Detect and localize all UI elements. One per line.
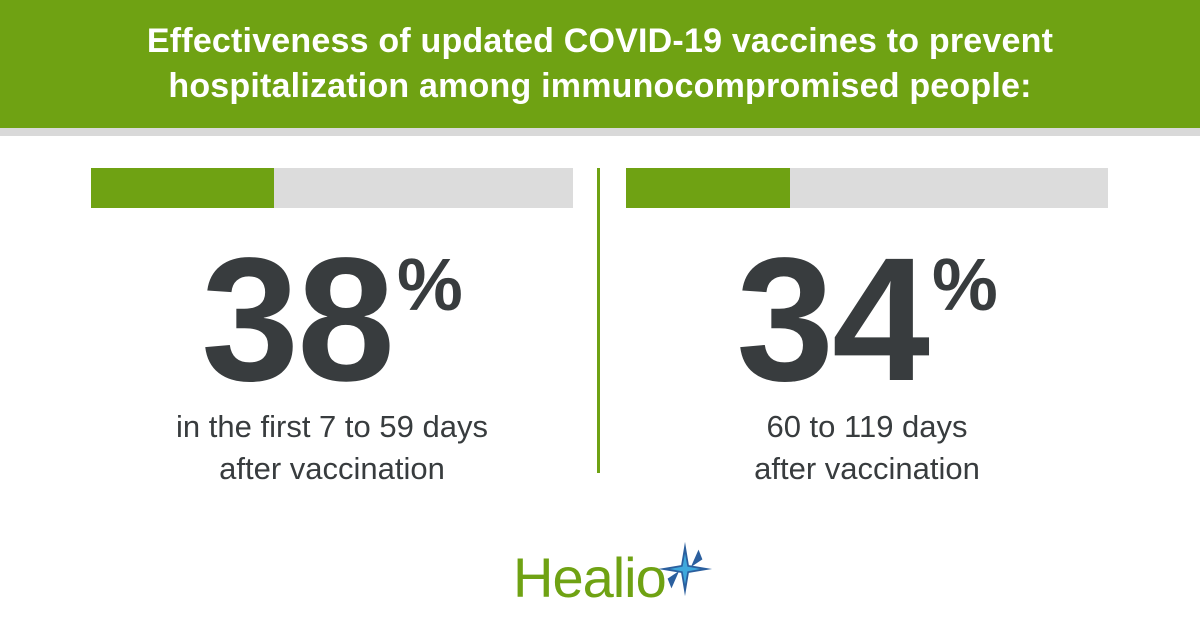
progress-fill [626,168,790,208]
stat-value: 34 [736,222,930,418]
progress-fill [91,168,275,208]
stat-caption: 60 to 119 days after vaccination [626,406,1108,490]
stat-panel-late: 34% 60 to 119 days after vaccination [626,168,1108,498]
stat-figure: 34% [626,222,1108,418]
page-title: Effectiveness of updated COVID-19 vaccin… [100,19,1100,109]
title-line-2: hospitalization among immunocompromised … [168,67,1032,105]
healio-logo: Healio [513,540,713,610]
star-icon [657,541,713,597]
percent-sign: % [931,243,998,326]
caption-line-1: in the first 7 to 59 days [176,409,488,444]
caption-line-2: after vaccination [219,451,445,486]
progress-track [91,168,573,208]
stat-figure: 38% [91,222,573,418]
header-divider [0,128,1200,136]
caption-line-2: after vaccination [754,451,980,486]
stat-caption: in the first 7 to 59 days after vaccinat… [91,406,573,490]
title-line-1: Effectiveness of updated COVID-19 vaccin… [146,22,1054,60]
vertical-divider [597,168,600,473]
stat-panel-early: 38% in the first 7 to 59 days after vacc… [91,168,573,498]
percent-sign: % [396,243,463,326]
brand-name: Healio [513,546,667,609]
progress-track [626,168,1108,208]
caption-line-1: 60 to 119 days [766,409,968,444]
header-banner: Effectiveness of updated COVID-19 vaccin… [0,0,1200,128]
stat-value: 38 [201,222,395,418]
